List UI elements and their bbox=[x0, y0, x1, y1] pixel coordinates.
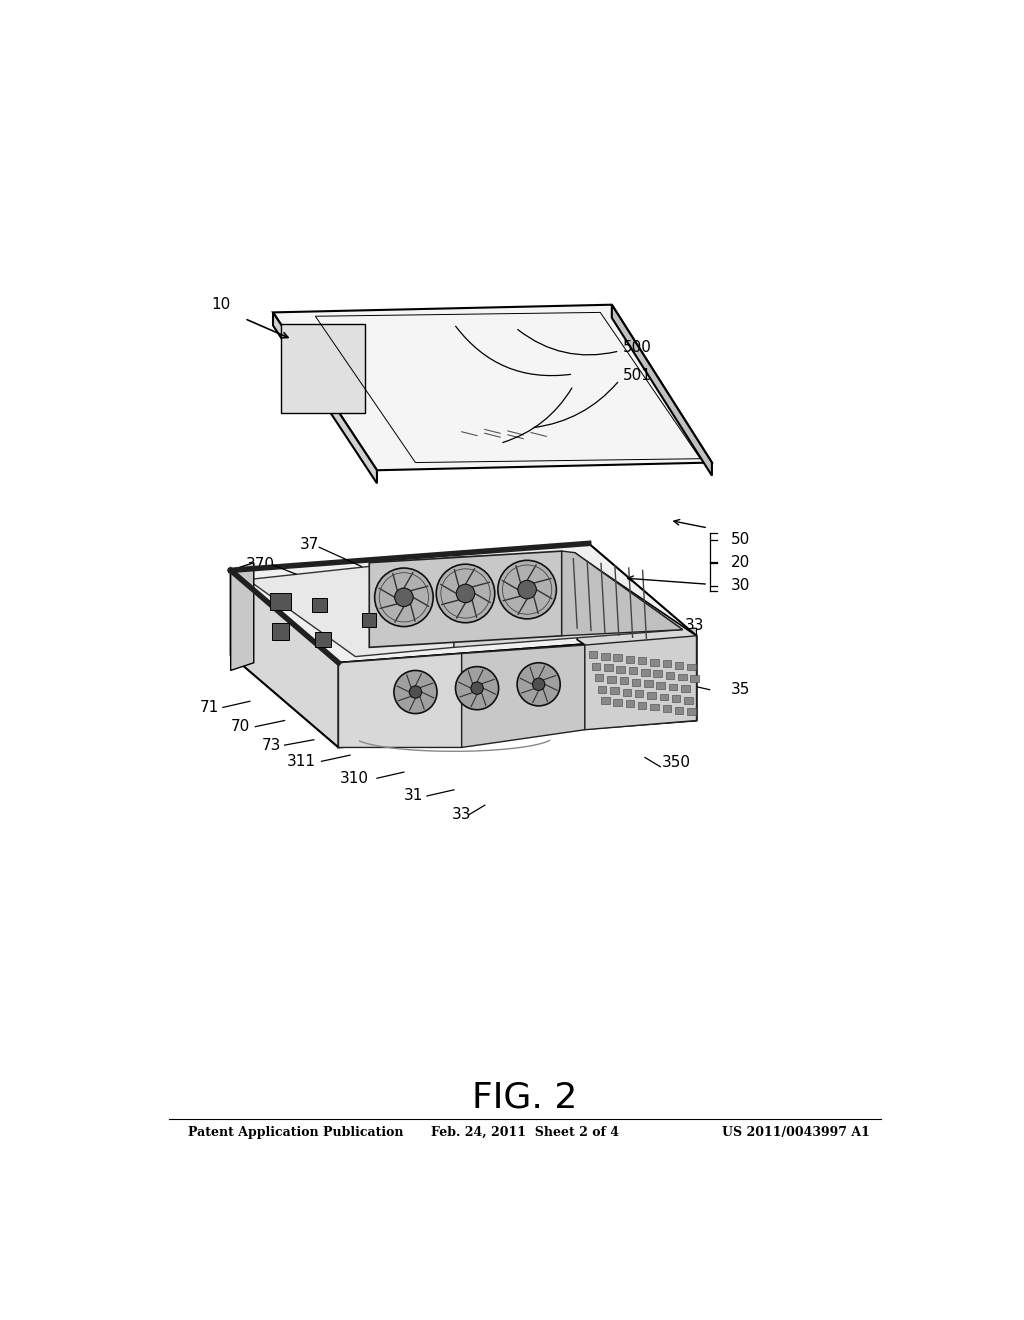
Polygon shape bbox=[626, 656, 634, 663]
Polygon shape bbox=[678, 673, 686, 681]
Polygon shape bbox=[690, 675, 698, 682]
Circle shape bbox=[436, 564, 495, 623]
Polygon shape bbox=[650, 659, 658, 665]
Polygon shape bbox=[339, 636, 696, 747]
Polygon shape bbox=[607, 676, 615, 682]
Text: 350: 350 bbox=[662, 755, 691, 771]
Circle shape bbox=[375, 568, 433, 627]
Circle shape bbox=[410, 686, 422, 698]
Polygon shape bbox=[663, 705, 671, 711]
Polygon shape bbox=[616, 665, 625, 673]
Polygon shape bbox=[273, 313, 377, 483]
Polygon shape bbox=[362, 614, 376, 627]
Polygon shape bbox=[562, 552, 683, 636]
Polygon shape bbox=[311, 598, 327, 612]
Polygon shape bbox=[644, 681, 652, 688]
Polygon shape bbox=[623, 689, 631, 696]
Polygon shape bbox=[270, 593, 292, 610]
Polygon shape bbox=[675, 706, 683, 714]
Polygon shape bbox=[666, 672, 674, 678]
Polygon shape bbox=[638, 657, 646, 664]
Polygon shape bbox=[672, 696, 680, 702]
Polygon shape bbox=[272, 623, 289, 640]
Polygon shape bbox=[638, 702, 646, 709]
Polygon shape bbox=[656, 682, 665, 689]
Polygon shape bbox=[315, 632, 331, 647]
Circle shape bbox=[518, 581, 537, 599]
Text: 310: 310 bbox=[340, 771, 370, 785]
Text: 501: 501 bbox=[624, 368, 652, 383]
Text: 37: 37 bbox=[300, 537, 319, 553]
Text: 35: 35 bbox=[731, 682, 751, 697]
Polygon shape bbox=[230, 562, 254, 671]
Polygon shape bbox=[659, 693, 668, 701]
Text: FIG. 2: FIG. 2 bbox=[472, 1081, 578, 1115]
Polygon shape bbox=[462, 645, 585, 747]
Polygon shape bbox=[601, 653, 609, 660]
Polygon shape bbox=[595, 675, 603, 681]
Polygon shape bbox=[589, 651, 597, 659]
Polygon shape bbox=[281, 323, 366, 412]
Polygon shape bbox=[230, 544, 696, 663]
Polygon shape bbox=[653, 671, 662, 677]
Polygon shape bbox=[339, 653, 462, 747]
Polygon shape bbox=[663, 660, 671, 668]
Polygon shape bbox=[635, 690, 643, 697]
Polygon shape bbox=[684, 697, 692, 704]
Polygon shape bbox=[578, 554, 696, 721]
Polygon shape bbox=[687, 708, 695, 715]
Text: 10: 10 bbox=[211, 297, 230, 313]
Polygon shape bbox=[585, 636, 696, 730]
Circle shape bbox=[517, 663, 560, 706]
Polygon shape bbox=[669, 684, 677, 690]
Polygon shape bbox=[610, 688, 618, 694]
Polygon shape bbox=[620, 677, 628, 684]
Polygon shape bbox=[626, 701, 634, 708]
Polygon shape bbox=[604, 664, 612, 671]
Text: Feb. 24, 2011  Sheet 2 of 4: Feb. 24, 2011 Sheet 2 of 4 bbox=[431, 1126, 618, 1139]
Polygon shape bbox=[613, 700, 622, 706]
Polygon shape bbox=[650, 704, 658, 710]
Polygon shape bbox=[641, 669, 649, 676]
Text: 71: 71 bbox=[200, 700, 219, 715]
Circle shape bbox=[394, 671, 437, 714]
Text: 31: 31 bbox=[403, 788, 423, 804]
Polygon shape bbox=[592, 663, 600, 669]
Polygon shape bbox=[601, 697, 609, 705]
Polygon shape bbox=[613, 655, 622, 661]
Polygon shape bbox=[629, 668, 637, 675]
Polygon shape bbox=[611, 305, 712, 475]
Circle shape bbox=[471, 682, 483, 694]
Text: 70: 70 bbox=[230, 719, 250, 734]
Polygon shape bbox=[454, 553, 683, 647]
Polygon shape bbox=[647, 692, 655, 700]
Text: 20: 20 bbox=[731, 556, 751, 570]
Polygon shape bbox=[675, 663, 683, 669]
Text: US 2011/0043997 A1: US 2011/0043997 A1 bbox=[722, 1126, 869, 1139]
Text: 33: 33 bbox=[685, 618, 705, 634]
Circle shape bbox=[456, 667, 499, 710]
Polygon shape bbox=[598, 686, 606, 693]
Text: 500: 500 bbox=[624, 339, 652, 355]
Text: 311: 311 bbox=[287, 754, 315, 768]
Circle shape bbox=[498, 560, 556, 619]
Polygon shape bbox=[230, 570, 339, 747]
Text: 30: 30 bbox=[731, 578, 751, 593]
Polygon shape bbox=[370, 552, 562, 647]
Text: 73: 73 bbox=[261, 738, 281, 752]
Text: 50: 50 bbox=[731, 532, 751, 546]
Polygon shape bbox=[273, 305, 712, 470]
Circle shape bbox=[457, 585, 475, 603]
Polygon shape bbox=[632, 678, 640, 686]
Text: Patent Application Publication: Patent Application Publication bbox=[188, 1126, 403, 1139]
Circle shape bbox=[532, 678, 545, 690]
Polygon shape bbox=[248, 557, 454, 656]
Text: 33: 33 bbox=[452, 807, 471, 822]
Polygon shape bbox=[230, 628, 696, 747]
Text: 370: 370 bbox=[246, 557, 275, 573]
Polygon shape bbox=[687, 664, 695, 671]
Circle shape bbox=[394, 589, 413, 607]
Polygon shape bbox=[681, 685, 689, 692]
